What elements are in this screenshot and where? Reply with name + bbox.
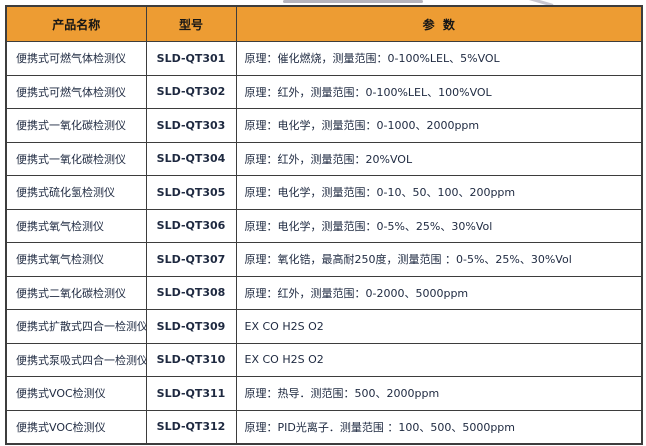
- product-spec-table: 产品名称 型号 参 数 便携式可燃气体检测仪 SLD-QT301 原理：催化燃烧，测…: [5, 5, 643, 445]
- table-row: 便携式硫化氢检测仪 SLD-QT305 原理：电化学，测量范围：0-10、50、10…: [5, 175, 643, 210]
- model-cell: SLD-QT305: [145, 175, 237, 210]
- params-cell: 原理：电化学，测量范围：0-1000、2000ppm: [235, 108, 643, 143]
- table-row: 便携式泵吸式四合一检测仪 SLD-QT310 EX CO H2S O2: [5, 342, 643, 377]
- table-row: 便携式VOC检测仪 SLD-QT311 原理：热导．测范围：500、2000ppm: [5, 376, 643, 411]
- column-header-params: 参 数: [235, 5, 643, 42]
- params-cell: 原理：红外，测量范围：0-100%LEL、100%VOL: [235, 74, 643, 109]
- model-cell: SLD-QT310: [145, 342, 237, 377]
- product-cell: 便携式扩散式四合一检测仪: [5, 309, 147, 344]
- table-row: 便携式一氧化碳检测仪 SLD-QT303 原理：电化学，测量范围：0-1000、20…: [5, 108, 643, 143]
- product-cell: 便携式可燃气体检测仪: [5, 41, 147, 76]
- params-cell: 原理：红外，测量范围：20%VOL: [235, 141, 643, 176]
- table-row: 便携式扩散式四合一检测仪 SLD-QT309 EX CO H2S O2: [5, 309, 643, 344]
- column-header-product: 产品名称: [5, 5, 147, 42]
- model-cell: SLD-QT308: [145, 275, 237, 310]
- product-cell: 便携式一氧化碳检测仪: [5, 141, 147, 176]
- table-row: 便携式VOC检测仪 SLD-QT312 原理：PID光离子．测量范围 ：100、50…: [5, 409, 643, 445]
- product-cell: 便携式二氧化碳检测仪: [5, 275, 147, 310]
- model-cell: SLD-QT301: [145, 41, 237, 76]
- table-header-row: 产品名称 型号 参 数: [5, 5, 643, 42]
- table-row: 便携式可燃气体检测仪 SLD-QT302 原理：红外，测量范围：0-100%LEL、…: [5, 74, 643, 109]
- params-cell: 原理：电化学，测量范围：0-5%、25%、30%Vol: [235, 208, 643, 243]
- product-cell: 便携式泵吸式四合一检测仪: [5, 342, 147, 377]
- product-cell: 便携式一氧化碳检测仪: [5, 108, 147, 143]
- table-row: 便携式氧气检测仪 SLD-QT306 原理：电化学，测量范围：0-5%、25%、30…: [5, 208, 643, 243]
- params-cell: 原理：红外，测量范围：0-2000、5000ppm: [235, 275, 643, 310]
- model-cell: SLD-QT312: [145, 409, 237, 445]
- product-cell: 便携式VOC检测仪: [5, 376, 147, 411]
- params-cell: 原理：PID光离子．测量范围 ：100、500、5000ppm: [235, 409, 643, 445]
- column-header-model: 型号: [145, 5, 237, 42]
- model-cell: SLD-QT311: [145, 376, 237, 411]
- params-cell: 原理：热导．测范围：500、2000ppm: [235, 376, 643, 411]
- params-cell: 原理：电化学，测量范围：0-10、50、100、200ppm: [235, 175, 643, 210]
- product-cell: 便携式可燃气体检测仪: [5, 74, 147, 109]
- product-cell: 便携式氧气检测仪: [5, 242, 147, 277]
- table-row: 便携式可燃气体检测仪 SLD-QT301 原理：催化燃烧，测量范围：0-100%LE…: [5, 41, 643, 76]
- table-row: 便携式二氧化碳检测仪 SLD-QT308 原理：红外，测量范围：0-2000、500…: [5, 275, 643, 310]
- background-artifact: [283, 0, 423, 3]
- params-cell: 原理：氧化锆，最高耐250度，测量范围 ：0-5%、25%、30%Vol: [235, 242, 643, 277]
- product-cell: 便携式硫化氢检测仪: [5, 175, 147, 210]
- params-cell: EX CO H2S O2: [235, 342, 643, 377]
- model-cell: SLD-QT302: [145, 74, 237, 109]
- model-cell: SLD-QT309: [145, 309, 237, 344]
- params-cell: EX CO H2S O2: [235, 309, 643, 344]
- model-cell: SLD-QT304: [145, 141, 237, 176]
- model-cell: SLD-QT306: [145, 208, 237, 243]
- params-cell: 原理：催化燃烧，测量范围：0-100%LEL、5%VOL: [235, 41, 643, 76]
- model-cell: SLD-QT307: [145, 242, 237, 277]
- product-cell: 便携式VOC检测仪: [5, 409, 147, 445]
- table-row: 便携式氧气检测仪 SLD-QT307 原理：氧化锆，最高耐250度，测量范围 ：0-…: [5, 242, 643, 277]
- product-cell: 便携式氧气检测仪: [5, 208, 147, 243]
- table-row: 便携式一氧化碳检测仪 SLD-QT304 原理：红外，测量范围：20%VOL: [5, 141, 643, 176]
- model-cell: SLD-QT303: [145, 108, 237, 143]
